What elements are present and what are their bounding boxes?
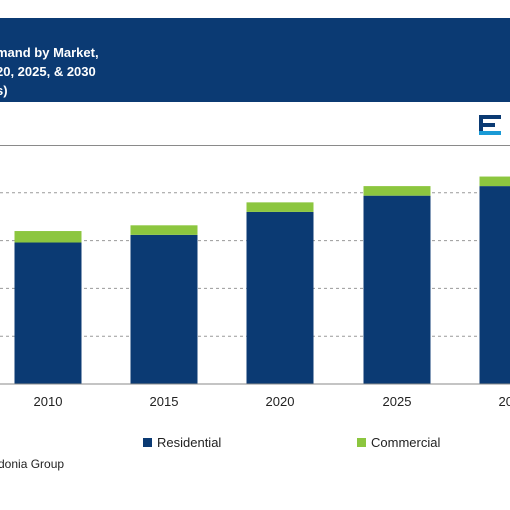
chart-title-banner: mand by Market, 20, 2025, & 2030 s) <box>0 18 510 102</box>
x-tick-label: 2030 <box>498 394 510 409</box>
legend-swatch-commercial <box>357 438 366 447</box>
x-tick-label: 2020 <box>265 394 295 409</box>
x-tick-label: 2015 <box>149 394 179 409</box>
bar-commercial-2025 <box>363 186 431 196</box>
x-tick-label: 2010 <box>33 394 63 409</box>
bar-commercial-2030 <box>479 176 510 187</box>
bar-residential-2015 <box>130 234 198 384</box>
legend-residential: Residential <box>143 435 221 450</box>
bar-residential-2030 <box>479 186 510 384</box>
bar-residential-2020 <box>246 211 314 384</box>
bar-commercial-2015 <box>130 225 198 235</box>
legend-label-residential: Residential <box>157 435 222 450</box>
chart-title-line-2: 20, 2025, & 2030 <box>0 64 96 79</box>
bar-commercial-2020 <box>246 202 314 212</box>
bar-residential-2010 <box>14 242 82 384</box>
source-note: donia Group <box>0 457 65 471</box>
legend-label-commercial: Commercial <box>371 435 441 450</box>
logo-icon <box>479 115 501 135</box>
bar-commercial-2010 <box>14 231 82 243</box>
x-tick-label: 2025 <box>382 394 412 409</box>
chart-title-line-3: s) <box>0 83 8 98</box>
bar-residential-2025 <box>363 195 431 384</box>
header-separator <box>0 145 510 146</box>
legend-commercial: Commercial <box>357 435 440 450</box>
legend-swatch-residential <box>143 438 152 447</box>
chart-title-line-1: mand by Market, <box>0 45 99 60</box>
